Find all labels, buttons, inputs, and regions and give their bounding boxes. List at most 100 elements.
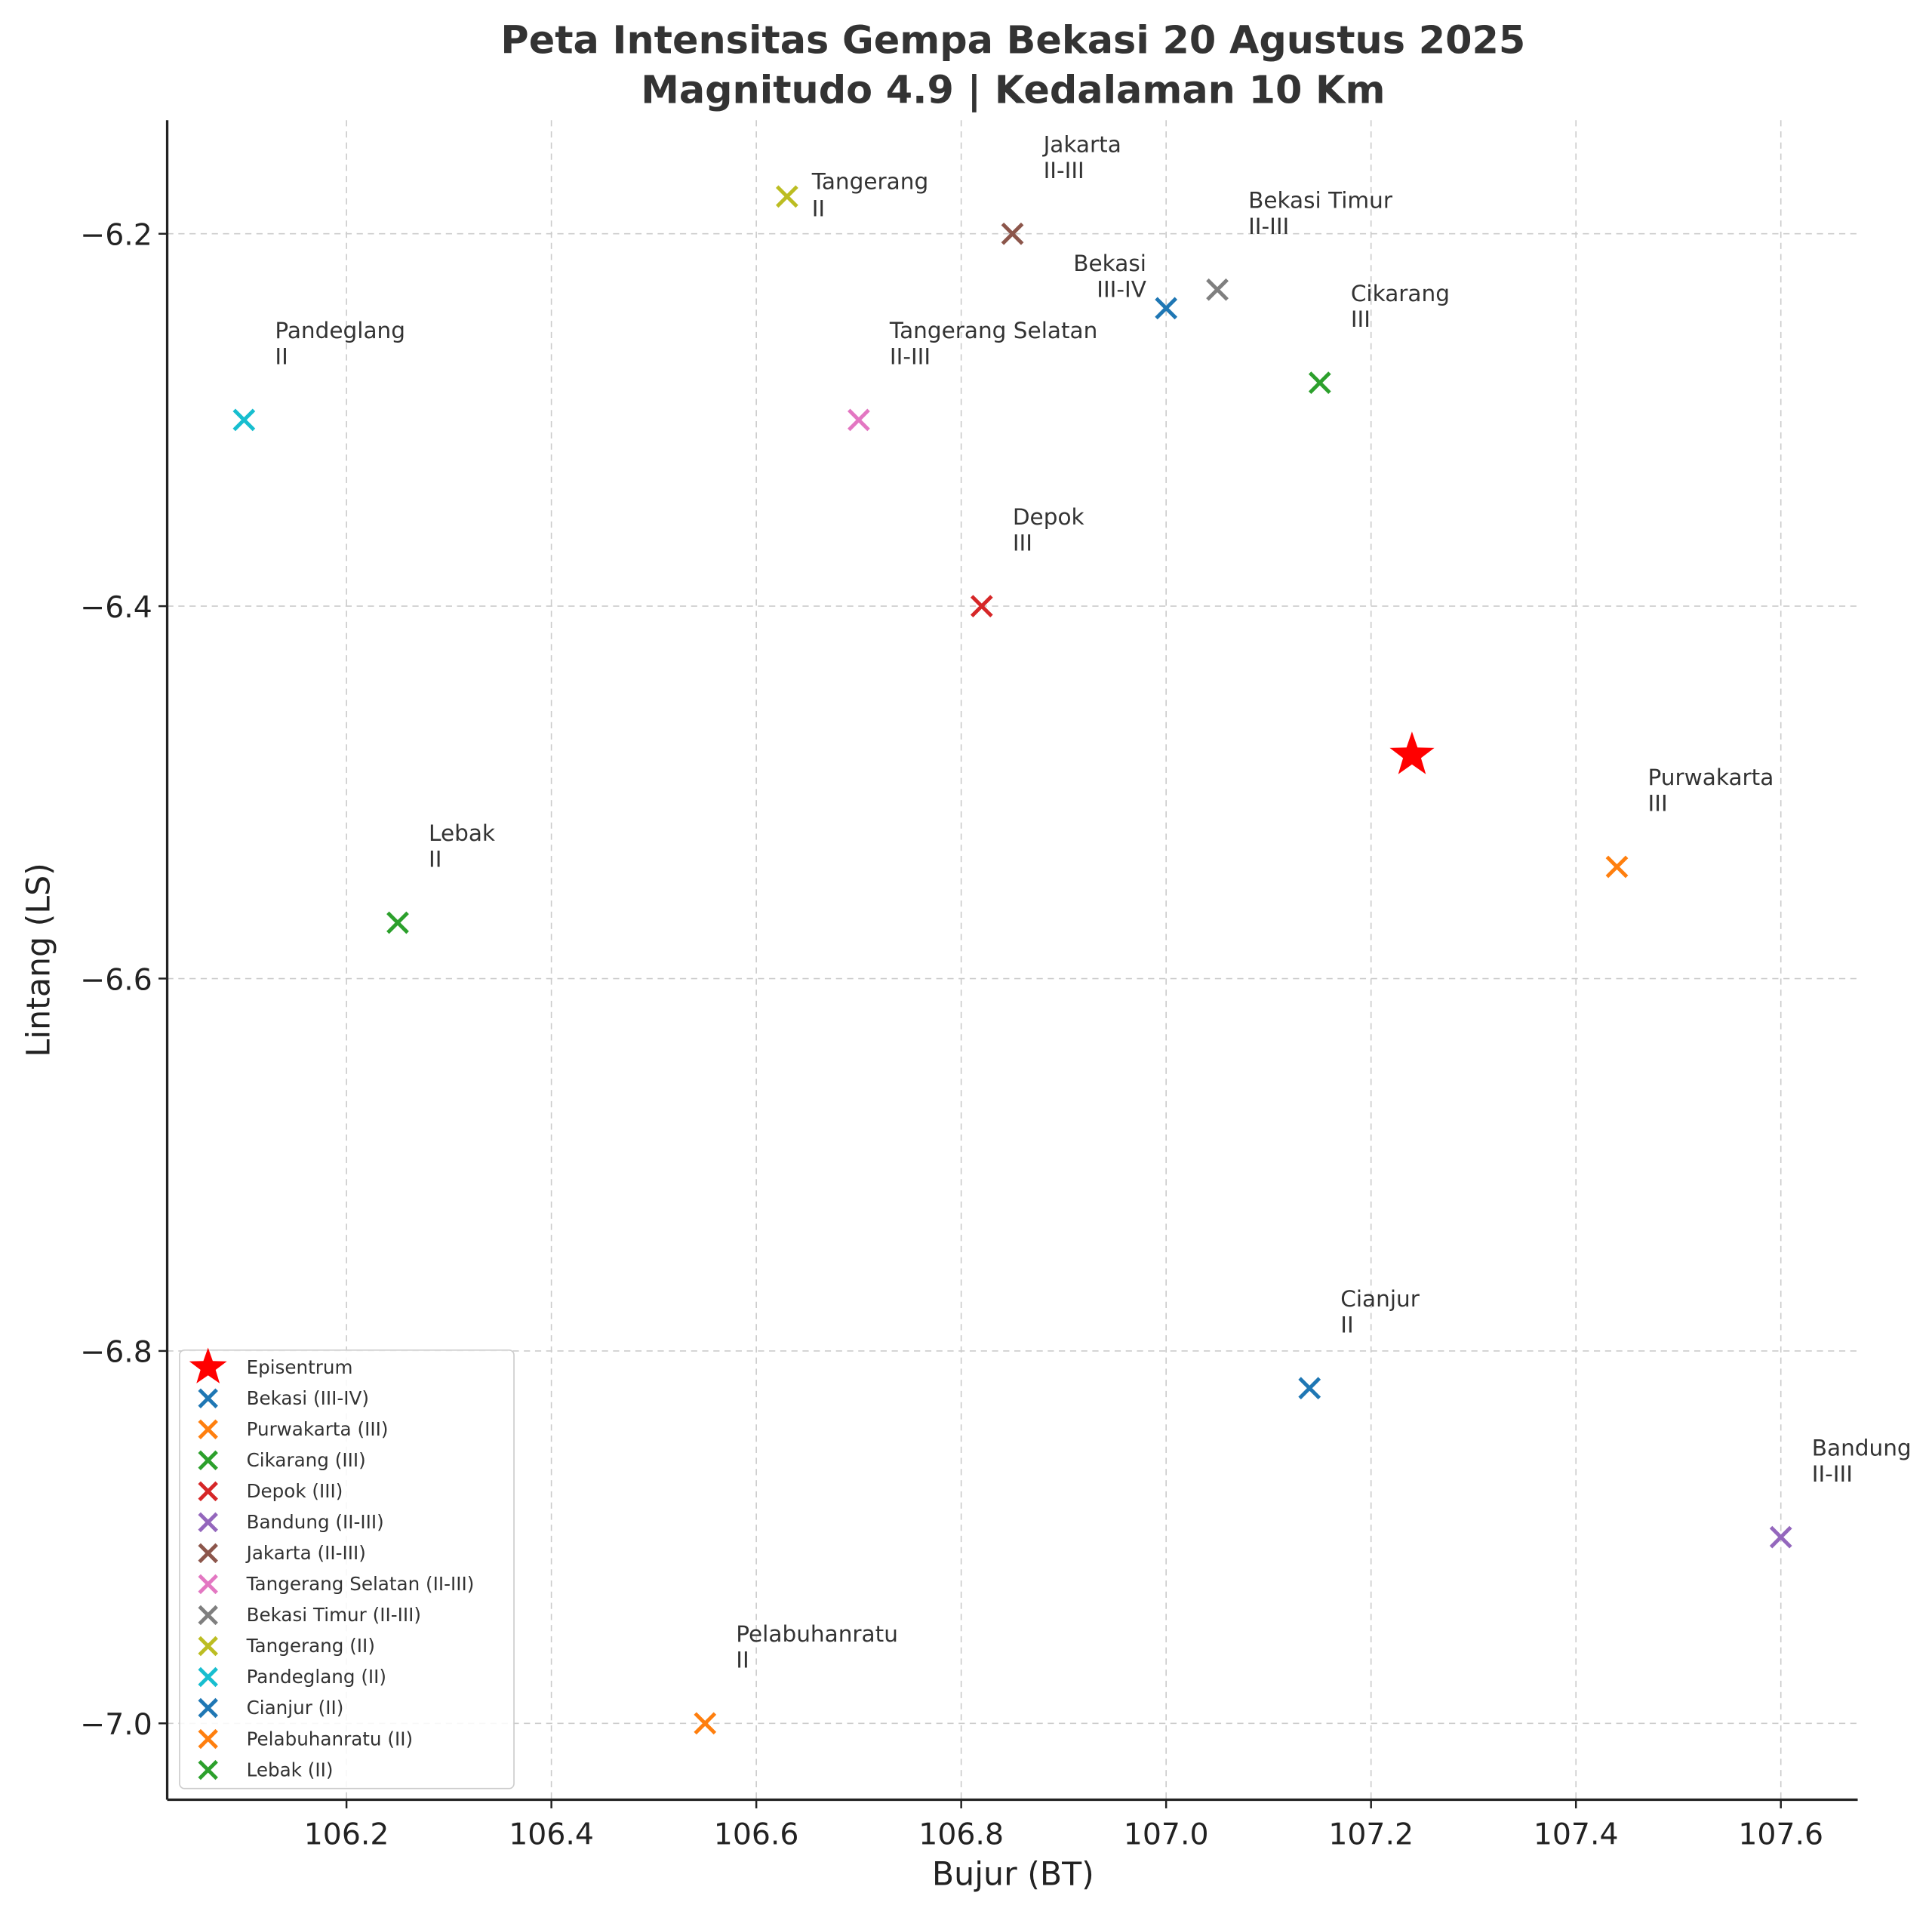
legend-label: Cianjur (II) [247, 1697, 344, 1719]
point-label-name: Jakarta [1042, 131, 1121, 157]
point-label-intensity: II [812, 196, 825, 222]
legend-item: Lebak (II) [198, 1759, 334, 1780]
y-tick-label: −7.0 [80, 1707, 152, 1742]
legend-item: Cianjur (II) [198, 1697, 344, 1719]
legend-label: Jakarta (II-III) [245, 1542, 366, 1564]
point-label-name: Bekasi Timur [1248, 187, 1393, 213]
legend-label: Purwakarta (III) [247, 1418, 389, 1440]
point-label-name: Bekasi [1073, 251, 1146, 276]
legend-cross-icon [198, 1574, 218, 1595]
legend-cross-icon [198, 1666, 218, 1688]
point-label-name: Cianjur [1340, 1286, 1420, 1312]
point-tangerang-selatan [848, 408, 870, 432]
legend-item: Episentrum [189, 1347, 353, 1383]
legend-label: Lebak (II) [247, 1759, 334, 1780]
legend-cross-icon [198, 1481, 218, 1502]
legend-item: Tangerang Selatan (II-III) [198, 1573, 475, 1595]
chart-title: Peta Intensitas Gempa Bekasi 20 Agustus … [500, 18, 1525, 63]
y-tick-label: −6.4 [80, 590, 152, 625]
point-label-name: Cikarang [1351, 281, 1450, 306]
legend-cross-icon [198, 1450, 218, 1471]
x-tick-label: 107.6 [1738, 1817, 1823, 1852]
x-tick-label: 106.2 [304, 1817, 389, 1852]
point-label-name: Tangerang [811, 169, 929, 195]
point-labels: BekasiIII-IVPurwakartaIIICikarangIIIDepo… [275, 131, 1911, 1673]
epicenter-star [1389, 731, 1435, 774]
legend-item: Pandeglang (II) [198, 1666, 386, 1688]
axis-ticks: 106.2 106.4 106.6 106.8 107.0 107.2 107.4 107.6… [80, 217, 1823, 1851]
chart-subtitle: Magnitudo 4.9 | Kedalaman 10 Km [641, 67, 1385, 112]
x-tick-label: 106.6 [714, 1817, 799, 1852]
legend-item: Cikarang (III) [198, 1449, 366, 1471]
y-tick-label: −6.2 [80, 217, 152, 252]
point-label-intensity: III [1351, 306, 1371, 332]
legend-cross-icon [198, 1512, 218, 1533]
legend-label: Bekasi Timur (II-III) [247, 1604, 421, 1626]
point-label-intensity: II [736, 1647, 749, 1673]
point-label-intensity: III-IV [1097, 277, 1146, 303]
legend-item: Pelabuhanratu (II) [198, 1728, 413, 1750]
legend-label: Cikarang (III) [247, 1449, 366, 1471]
legend-item: Bandung (II-III) [198, 1511, 384, 1533]
point-label-intensity: II-III [1044, 158, 1084, 183]
point-label-name: Bandung [1812, 1435, 1912, 1460]
data-points [232, 185, 1792, 1735]
point-label-intensity: II [1340, 1312, 1353, 1337]
legend-cross-icon [198, 1543, 218, 1564]
legend-cross-icon [198, 1419, 218, 1440]
point-pandeglang [232, 408, 256, 432]
point-label-intensity: II-III [1248, 214, 1289, 239]
x-tick-label: 107.0 [1124, 1817, 1209, 1852]
x-tick-label: 106.4 [509, 1817, 594, 1852]
point-cikarang [1308, 371, 1331, 394]
y-tick-label: −6.6 [80, 962, 152, 997]
point-label-intensity: II-III [890, 344, 931, 370]
point-bandung [1769, 1525, 1792, 1549]
point-label-name: Lebak [429, 820, 495, 846]
legend-box [179, 1349, 515, 1790]
legend-cross-icon [198, 1605, 218, 1626]
legend-label: Bekasi (III-IV) [247, 1387, 369, 1409]
point-bekasi [1155, 297, 1178, 320]
point-label-name: Pelabuhanratu [736, 1621, 898, 1647]
legend-label: Depok (III) [247, 1480, 343, 1502]
legend-label: Pandeglang (II) [247, 1666, 386, 1688]
legend-cross-icon [198, 1636, 218, 1657]
point-lebak [386, 911, 409, 934]
legend-star-icon [189, 1347, 227, 1383]
point-bekasi-timur [1206, 278, 1229, 301]
x-tick-label: 107.2 [1328, 1817, 1414, 1852]
legend-item: Bekasi Timur (II-III) [198, 1604, 421, 1626]
x-tick-label: 107.4 [1534, 1817, 1619, 1852]
legend-cross-icon [198, 1759, 218, 1780]
point-cianjur [1298, 1377, 1321, 1400]
legend-label: Tangerang (II) [246, 1635, 375, 1657]
legend-label: Episentrum [247, 1356, 353, 1378]
legend-cross-icon [198, 1388, 218, 1408]
point-jakarta [1001, 222, 1024, 245]
point-label-name: Purwakarta [1648, 765, 1774, 790]
legend-item: Jakarta (II-III) [198, 1542, 366, 1564]
point-purwakarta [1605, 855, 1629, 879]
x-axis-label: Bujur (BT) [932, 1856, 1094, 1894]
legend-cross-icon [198, 1697, 218, 1719]
legend-label: Tangerang Selatan (II-III) [246, 1573, 475, 1595]
point-pelabuhanratu [694, 1712, 717, 1735]
y-axis-label: Lintang (LS) [20, 863, 58, 1057]
y-tick-label: −6.8 [80, 1335, 152, 1370]
point-label-intensity: III [1648, 791, 1668, 817]
x-tick-label: 106.8 [918, 1817, 1004, 1852]
point-label-name: Tangerang Selatan [889, 318, 1097, 343]
legend-cross-icon [198, 1728, 218, 1750]
point-label-name: Pandeglang [275, 318, 405, 343]
point-depok [970, 595, 993, 617]
legend-item: Tangerang (II) [198, 1635, 375, 1657]
point-label-intensity: III [1013, 530, 1032, 555]
legend-item: Depok (III) [198, 1480, 343, 1502]
legend: Episentrum Bekasi (III-IV) Purwakarta (III… [179, 1347, 515, 1790]
point-label-name: Depok [1013, 504, 1084, 530]
point-label-intensity: II [275, 344, 288, 370]
legend-item: Purwakarta (III) [198, 1418, 389, 1440]
point-label-intensity: II [429, 847, 441, 872]
